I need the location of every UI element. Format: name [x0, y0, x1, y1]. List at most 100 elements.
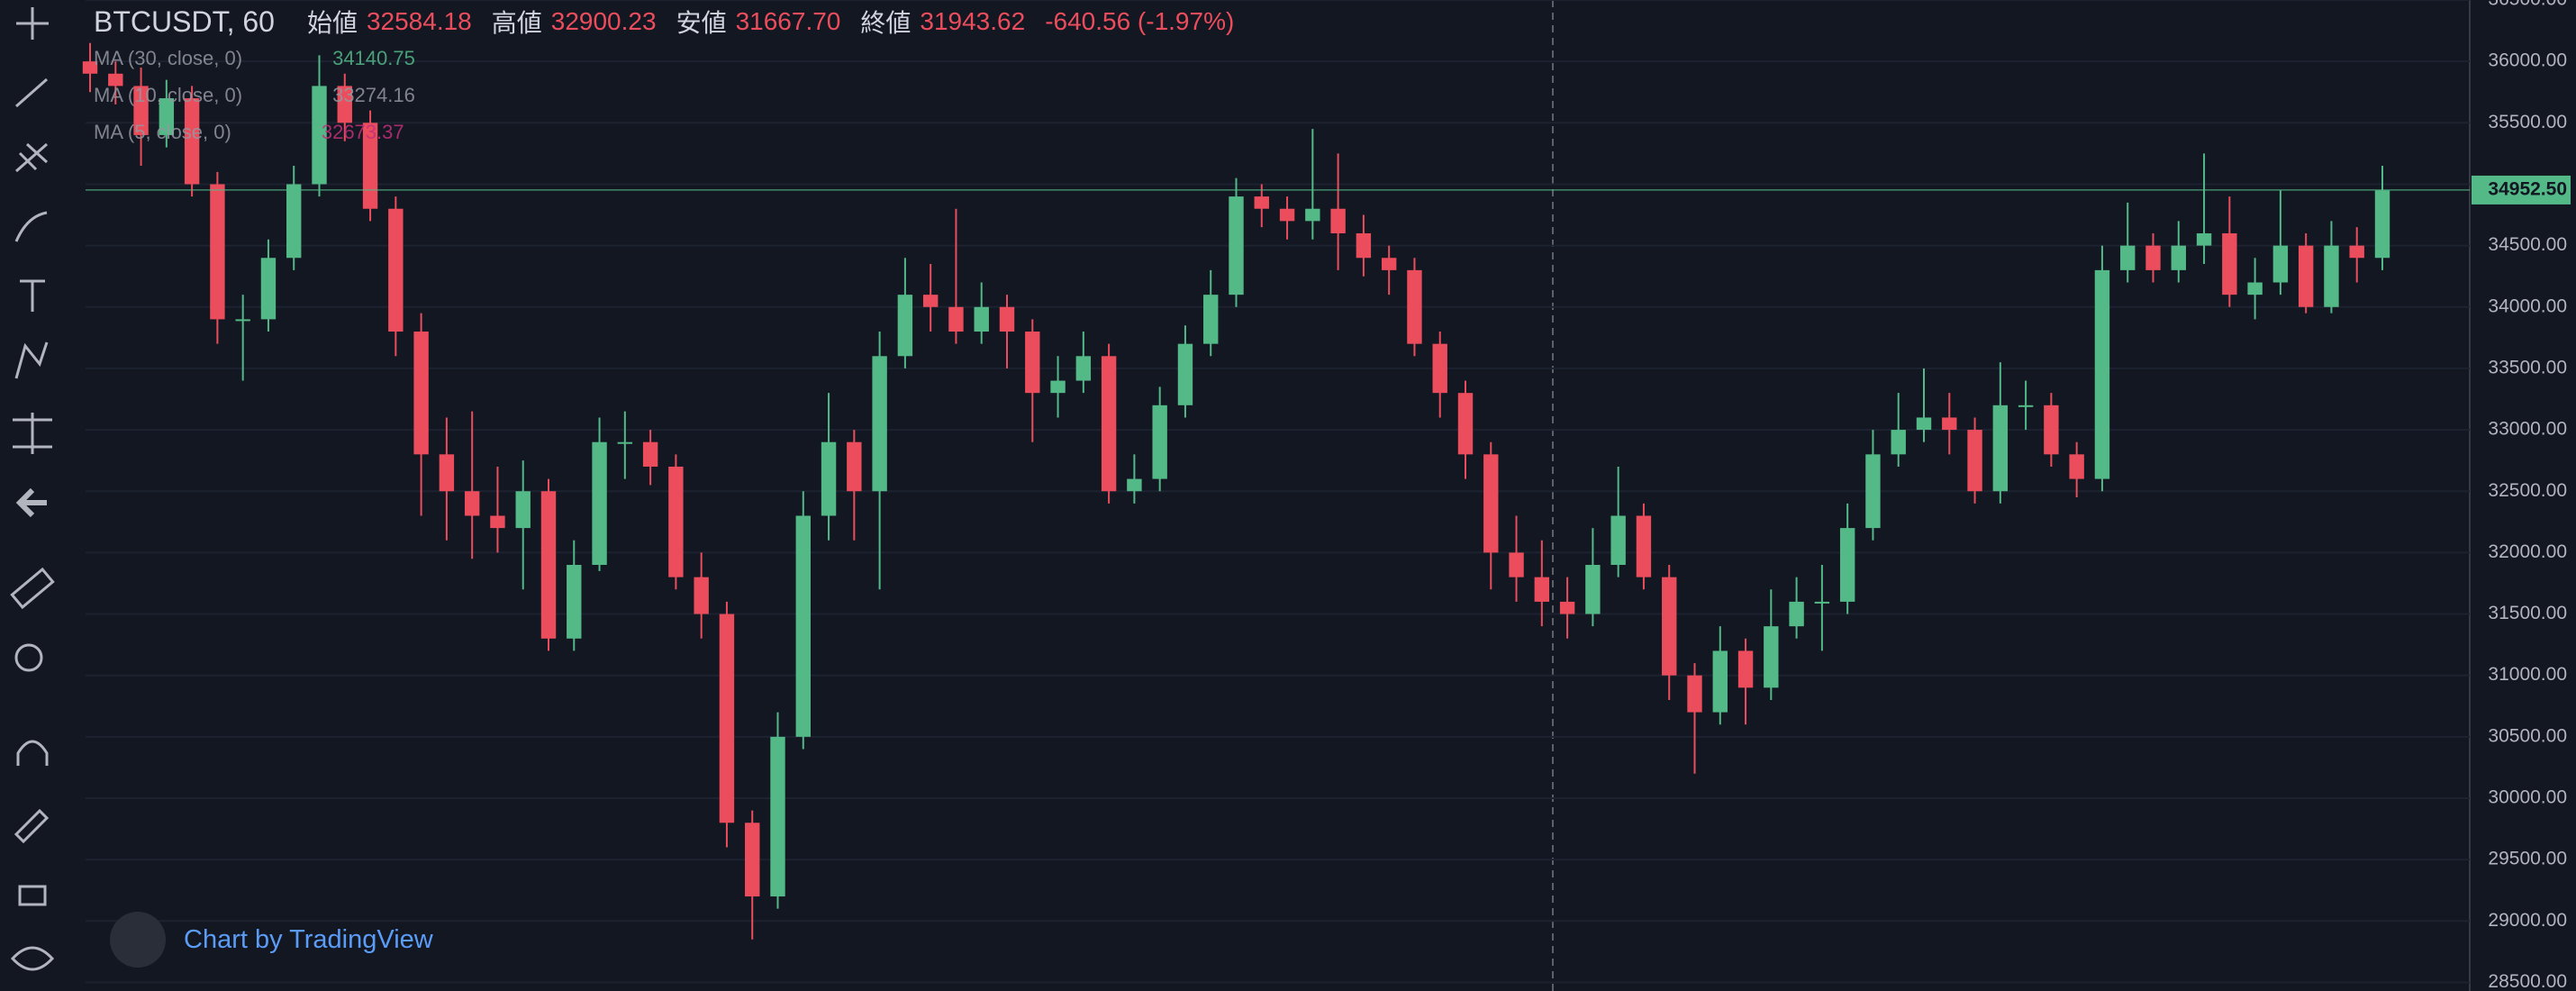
candle-body [464, 491, 480, 516]
pattern-tool[interactable] [14, 341, 49, 379]
y-tick-label: 34500.00 [2488, 234, 2567, 255]
candle-body [1942, 417, 1957, 431]
candle-body [897, 295, 913, 357]
candle-body [1203, 295, 1219, 344]
lock-tool[interactable] [18, 885, 47, 906]
candle-body [2374, 190, 2390, 259]
candle-body [1075, 356, 1092, 381]
candle-body [567, 565, 582, 639]
last-price-box [2472, 175, 2571, 205]
indicator-name: MA (30, close, 0) [94, 47, 243, 69]
candle-body [2069, 454, 2084, 479]
measure-tool[interactable] [13, 413, 52, 454]
candle-body [210, 184, 225, 320]
y-tick-label: 30000.00 [2488, 787, 2567, 808]
brush-tool[interactable] [14, 211, 48, 242]
fib-tool[interactable] [15, 142, 49, 173]
candle-body [1687, 675, 1702, 713]
indicator-row[interactable]: MA (30, close, 0) 34140.75 [94, 47, 415, 70]
candle-body [1764, 626, 1779, 688]
y-tick-label: 31500.00 [2488, 603, 2567, 623]
candle-body [235, 319, 250, 322]
candle-body [1662, 577, 1677, 676]
candle-body [1279, 208, 1295, 222]
candle-body [1737, 650, 1754, 688]
candle-body [1585, 565, 1601, 614]
candle-body [1839, 528, 1855, 602]
low-label: 安値 [676, 9, 727, 37]
toolbar [10, 7, 55, 971]
y-tick-label: 33500.00 [2488, 357, 2567, 377]
candle-body [1025, 332, 1040, 394]
candle-body [2222, 232, 2237, 295]
candle-body [948, 306, 964, 332]
candle-body [847, 441, 862, 492]
y-tick-label: 32500.00 [2488, 480, 2567, 501]
candle-body [2247, 282, 2263, 295]
y-tick-label: 30500.00 [2488, 725, 2567, 746]
candle-body [1509, 552, 1524, 577]
candle-body [2196, 232, 2212, 246]
high-value: 32900.23 [550, 7, 657, 35]
candle-body [1814, 601, 1830, 604]
y-tick-label: 33000.00 [2488, 419, 2567, 440]
symbol[interactable]: BTCUSDT, 60 [94, 5, 275, 38]
visibility-tool[interactable] [10, 946, 55, 971]
back-tool[interactable] [15, 487, 47, 518]
indicator-row[interactable]: MA (10, close, 0) 33274.16 [94, 84, 415, 107]
indicator-name: MA (10, close, 0) [94, 84, 243, 106]
candle-body [1432, 343, 1447, 394]
candle-body [642, 441, 658, 467]
candle-body [1305, 208, 1320, 222]
text-tool[interactable] [20, 279, 45, 312]
trend-line-tool[interactable] [15, 77, 48, 108]
candle-body [1789, 601, 1804, 627]
y-tick-label: 32000.00 [2488, 541, 2567, 562]
candle-body [184, 98, 200, 185]
candle-body [592, 441, 607, 566]
candle-body [668, 466, 684, 577]
candle-body [1712, 650, 1728, 713]
candle-body [872, 356, 887, 492]
crosshair-tool[interactable] [16, 7, 49, 40]
candle-body [1050, 380, 1066, 394]
candle-body [337, 86, 352, 123]
candle-body [795, 515, 811, 737]
change: -640.56 (-1.97%) [1045, 7, 1235, 35]
candle-body [1152, 405, 1167, 479]
magnet-tool[interactable] [16, 740, 49, 766]
candle-body [1483, 454, 1499, 553]
candle-body [133, 86, 149, 135]
zoom-tool[interactable] [14, 643, 43, 672]
candle-body [1559, 601, 1575, 614]
indicator-value: 32673.37 [321, 121, 404, 143]
candle-body [490, 515, 505, 529]
y-tick-label: 28500.00 [2488, 971, 2567, 991]
candle-body [745, 823, 760, 897]
watermark[interactable]: Chart by TradingView [110, 912, 433, 968]
indicator-value: 34140.75 [332, 47, 415, 69]
y-tick-label: 29000.00 [2488, 910, 2567, 931]
candle-body [1407, 269, 1422, 344]
candle-body [1381, 258, 1397, 270]
open-label: 始値 [306, 9, 358, 37]
candle-body [1254, 196, 1269, 209]
ruler-tool[interactable] [10, 567, 55, 610]
candle-body [1992, 405, 2009, 492]
candle-body [2094, 269, 2110, 479]
candle-body [2145, 245, 2161, 270]
candle-body [694, 577, 709, 614]
draw-lock-tool[interactable] [14, 808, 50, 844]
y-tick-label: 29500.00 [2488, 849, 2567, 869]
high-label: 高値 [491, 9, 542, 37]
candle-body [1127, 478, 1142, 492]
candle-body [1101, 356, 1117, 492]
candle-body [999, 306, 1015, 332]
logo [110, 912, 166, 968]
candle-body [1330, 208, 1346, 233]
watermark-text: Chart by TradingView [184, 924, 433, 954]
indicator-row[interactable]: MA (5, close, 0) 32673.37 [94, 121, 404, 144]
candle-body [108, 73, 123, 86]
